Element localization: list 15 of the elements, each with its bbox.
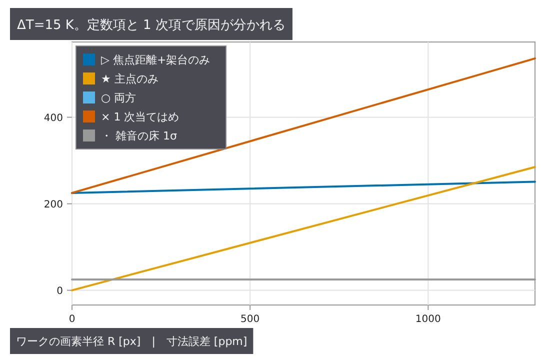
legend-label: ○ 両方 [101,92,136,104]
legend-label: ★ 主点のみ [101,72,158,86]
x-axis-title: ワークの画素半径 R [px] | 寸法誤差 [ppm] [16,335,248,348]
chart-title: ΔT=15 K。定数項と 1 次項で原因が分かれる [17,18,286,33]
x-tick-label: 0 [68,314,76,325]
y-tick-label: 0 [56,286,63,297]
axis-labels: ワークの画素半径 R [px] | 寸法誤差 [ppm] [10,328,254,354]
y-tick-label: 200 [44,199,63,210]
x-tick-label: 1000 [415,314,441,325]
legend-label: ・ 雑音の床 1σ [101,130,177,142]
legend-label: ▷ 焦点距離+架台のみ [101,54,210,66]
x-tick-label: 500 [240,314,260,325]
title: ΔT=15 K。定数項と 1 次項で原因が分かれる [10,8,292,40]
y-tick-label: 400 [44,112,63,124]
legend-label: × 1 次当てはめ [101,110,180,124]
